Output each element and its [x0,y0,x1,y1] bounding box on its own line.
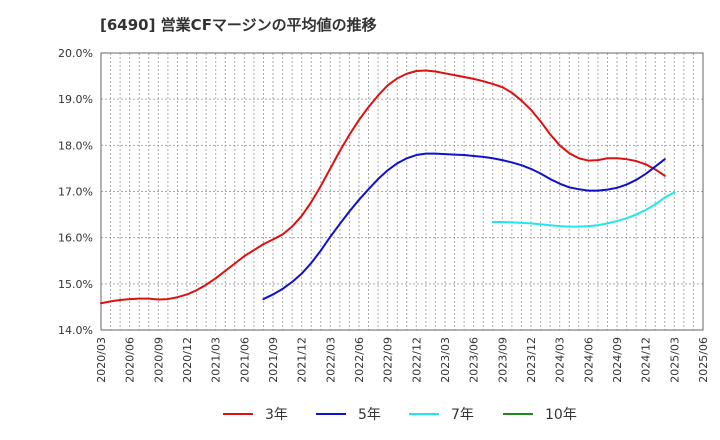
legend-label-1: 3年 [265,407,288,423]
x-tick-label: 2022/03 [324,337,337,383]
legend-label-2: 5年 [358,407,381,423]
x-tick-label: 2024/06 [582,337,595,383]
x-axis-ticks: 2020/03 2020/06 2020/09 2020/12 2021/03 2021/… [95,337,710,383]
x-tick-label: 2020/09 [152,337,165,383]
x-tick-label: 2021/12 [296,337,309,383]
x-tick-label: 2022/12 [410,337,423,383]
x-tick-label: 2020/12 [181,337,194,383]
y-axis-ticks: 14.0% 15.0% 16.0% 17.0% 18.0% 19.0% 20.0% [58,47,93,337]
y-tick-label: 18.0% [58,139,93,152]
x-tick-label: 2021/03 [210,337,223,383]
plot-frame [100,52,704,331]
series-line-1 [100,69,666,305]
y-tick-label: 14.0% [58,324,93,337]
y-tick-label: 17.0% [58,186,93,199]
grid-layer [100,52,704,331]
x-tick-label: 2021/09 [267,337,280,383]
y-tick-label: 15.0% [58,278,93,291]
y-tick-label: 19.0% [58,93,93,106]
x-tick-label: 2023/03 [439,337,452,383]
x-tick-label: 2022/06 [353,337,366,383]
legend-label-3: 7年 [451,407,474,423]
y-tick-label: 20.0% [58,47,93,60]
y-tick-label: 16.0% [58,232,93,245]
series-layer [100,69,676,305]
series-line-2 [262,152,666,301]
x-tick-label: 2020/03 [95,337,108,383]
x-tick-label: 2025/03 [668,337,681,383]
x-tick-label: 2023/09 [496,337,509,383]
x-tick-label: 2023/12 [525,337,538,383]
x-tick-label: 2025/06 [697,337,710,383]
x-tick-label: 2024/03 [554,337,567,383]
x-tick-label: 2024/09 [611,337,624,383]
x-tick-label: 2023/06 [468,337,481,383]
chart-title: [6490] 営業CFマージンの平均値の推移 [100,16,377,34]
series-line-3 [491,191,676,228]
x-tick-label: 2021/06 [238,337,251,383]
x-tick-label: 2022/09 [382,337,395,383]
x-tick-label: 2020/06 [124,337,137,383]
x-tick-label: 2024/12 [640,337,653,383]
legend: 3年 5年 7年 10年 [223,407,577,423]
legend-label-4: 10年 [545,407,577,423]
